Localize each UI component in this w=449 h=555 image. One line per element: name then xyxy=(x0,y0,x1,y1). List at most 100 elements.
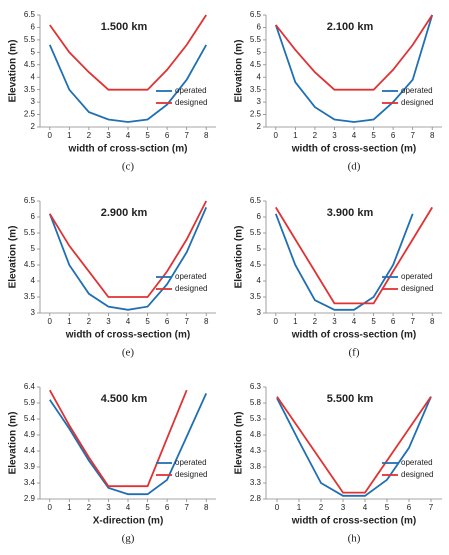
x-tick-label: 8 xyxy=(430,317,435,326)
chart-panel: 2 2.5 3 3.5 4 4.5 5 5.5 6 6.5 0 1 2 3 4 5 6 7 8 2.100 km wid… xyxy=(234,10,442,173)
x-axis-label: X-direction (m) xyxy=(93,516,164,527)
x-tick-label: 6 xyxy=(391,317,396,326)
x-axis-label: width of cross-section (m) xyxy=(65,330,190,341)
y-tick-label: 5 xyxy=(31,47,36,56)
chart-title: 4.500 km xyxy=(101,393,148,405)
series-line xyxy=(275,14,433,91)
chart-panel: 3 3.5 4 4.5 5 5.5 6 6.5 0 1 2 3 4 5 6 7 8 3.900 km width o… xyxy=(234,196,442,359)
y-tick-label: 6.4 xyxy=(24,382,36,391)
x-tick-label: 6 xyxy=(407,503,412,512)
y-tick-label: 6.5 xyxy=(24,10,36,19)
chart-panel: 2.9 3.4 3.9 4.4 4.9 5.4 5.9 6.4 0 1 2 3 4 5 6 7 8 4.500 k… xyxy=(8,382,216,545)
x-tick-label: 8 xyxy=(430,131,435,140)
x-tick-label: 3 xyxy=(106,131,111,140)
y-tick-label: 2.5 xyxy=(24,110,36,119)
y-tick-label: 5 xyxy=(257,47,262,56)
y-tick-label: 3.5 xyxy=(24,85,36,94)
y-tick-label: 6 xyxy=(257,23,262,32)
legend-label: designed xyxy=(401,98,433,107)
x-tick-label: 8 xyxy=(204,317,209,326)
x-tick-label: 6 xyxy=(391,131,396,140)
x-tick-label: 2 xyxy=(87,131,92,140)
y-tick-label: 3.8 xyxy=(250,462,262,471)
x-tick-label: 5 xyxy=(145,503,150,512)
y-tick-label: 5.5 xyxy=(250,228,262,237)
x-tick-label: 7 xyxy=(410,317,415,326)
caption: (d) xyxy=(348,161,361,173)
y-tick-label: 6.5 xyxy=(250,10,262,19)
x-tick-label: 6 xyxy=(165,503,170,512)
series-line xyxy=(49,389,188,488)
x-tick-label: 0 xyxy=(274,131,279,140)
caption: (c) xyxy=(122,161,135,173)
y-tick-label: 3.3 xyxy=(250,478,262,487)
x-tick-label: 7 xyxy=(184,131,189,140)
y-tick-label: 4.5 xyxy=(24,260,36,269)
x-tick-label: 0 xyxy=(275,503,280,512)
x-tick-label: 4 xyxy=(126,131,131,140)
legend-label: designed xyxy=(401,284,433,293)
x-tick-label: 6 xyxy=(165,131,170,140)
y-tick-label: 6.5 xyxy=(250,196,262,205)
series-line xyxy=(49,393,208,496)
x-tick-label: 1 xyxy=(67,317,72,326)
x-tick-label: 3 xyxy=(106,503,111,512)
legend-label: designed xyxy=(175,284,207,293)
y-tick-label: 4.5 xyxy=(250,260,262,269)
y-tick-label: 2 xyxy=(31,122,36,131)
y-axis-label: Elevation (m) xyxy=(234,226,245,289)
y-tick-label: 6 xyxy=(31,23,36,32)
y-tick-label: 5 xyxy=(257,244,262,253)
x-tick-label: 1 xyxy=(67,503,72,512)
y-tick-label: 6.5 xyxy=(24,196,36,205)
y-tick-label: 6 xyxy=(31,212,36,221)
y-tick-label: 5.3 xyxy=(250,414,262,423)
y-axis-label: Elevation (m) xyxy=(234,412,245,475)
chart-panel: 2.8 3.3 3.8 4.3 4.8 5.3 5.8 6.3 0 1 2 3 4 5 6 7 5.500 km… xyxy=(234,382,442,545)
y-tick-label: 4 xyxy=(257,72,262,81)
chart-title: 1.500 km xyxy=(101,21,148,33)
x-tick-label: 3 xyxy=(332,131,337,140)
x-tick-label: 4 xyxy=(126,503,131,512)
series-line xyxy=(49,14,207,91)
x-tick-label: 7 xyxy=(410,131,415,140)
y-tick-label: 5.8 xyxy=(250,398,262,407)
y-axis-label: Elevation (m) xyxy=(8,226,19,289)
y-tick-label: 4 xyxy=(31,276,36,285)
legend-label: operated xyxy=(401,86,433,95)
y-tick-label: 2.5 xyxy=(250,110,262,119)
legend-label: operated xyxy=(175,458,207,467)
x-axis-label: width of cross-section (m) xyxy=(291,144,416,155)
x-tick-label: 5 xyxy=(371,317,376,326)
y-tick-label: 2.9 xyxy=(24,494,36,503)
y-tick-label: 4 xyxy=(257,276,262,285)
caption: (f) xyxy=(349,347,360,359)
x-axis-label: width of cross-section (m) xyxy=(291,516,416,527)
x-tick-label: 2 xyxy=(319,503,324,512)
x-tick-label: 0 xyxy=(48,317,53,326)
legend-label: operated xyxy=(175,272,207,281)
legend-label: designed xyxy=(175,470,207,479)
y-tick-label: 4 xyxy=(31,72,36,81)
x-tick-label: 2 xyxy=(313,317,318,326)
legend-label: operated xyxy=(175,86,207,95)
y-tick-label: 4.4 xyxy=(24,446,36,455)
series-line xyxy=(48,207,208,311)
series-line xyxy=(49,200,208,298)
series-line xyxy=(48,44,207,123)
y-tick-label: 5.5 xyxy=(24,35,36,44)
y-tick-label: 5.5 xyxy=(250,35,262,44)
y-axis-label: Elevation (m) xyxy=(234,40,245,103)
x-tick-label: 2 xyxy=(87,503,92,512)
series-line xyxy=(274,14,434,123)
y-tick-label: 5.4 xyxy=(24,414,36,423)
x-tick-label: 5 xyxy=(145,317,150,326)
x-tick-label: 7 xyxy=(429,503,434,512)
caption: (h) xyxy=(348,533,361,545)
x-tick-label: 1 xyxy=(293,317,298,326)
x-axis-label: width of cross-section (m) xyxy=(291,330,416,341)
x-tick-label: 0 xyxy=(48,131,53,140)
chart-title: 2.100 km xyxy=(327,21,374,33)
x-tick-label: 8 xyxy=(204,503,209,512)
